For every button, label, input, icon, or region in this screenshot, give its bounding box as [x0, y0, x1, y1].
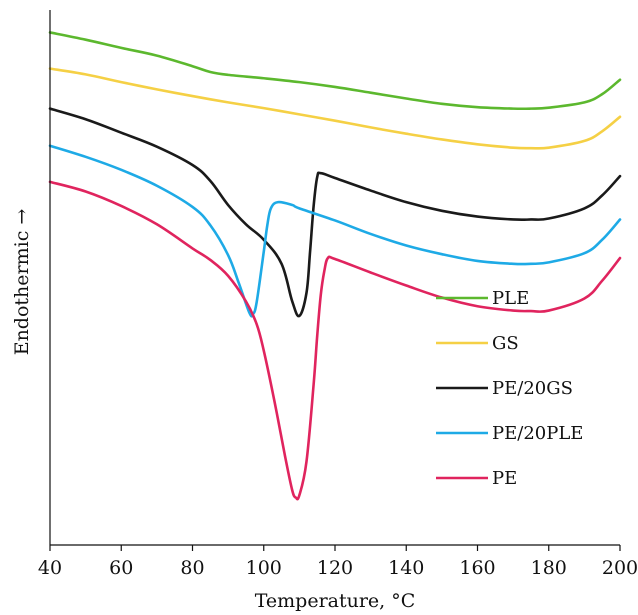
y-axis-label: Endothermic → [11, 209, 33, 356]
series-line-gs [48, 67, 622, 150]
x-tick-label: 160 [459, 557, 495, 579]
x-ticks: 40 60 80 100 120 140 160 180 200 [38, 545, 638, 579]
x-tick-label: 40 [38, 557, 62, 579]
x-tick-label: 200 [602, 557, 638, 579]
x-tick-label: 180 [531, 557, 567, 579]
series-line-pe-20ple [48, 144, 622, 318]
legend: PLE GS PE/20GS PE/20PLE PE [436, 288, 583, 489]
series-line-pe-20gs [48, 107, 622, 318]
legend-label-gs: GS [492, 333, 519, 354]
legend-label-pe-20gs: PE/20GS [492, 378, 573, 399]
plot-lines [48, 31, 622, 501]
legend-label-pe-20ple: PE/20PLE [492, 423, 583, 444]
legend-label-pe: PE [492, 468, 517, 489]
x-tick-label: 140 [388, 557, 424, 579]
x-axis-label: Temperature, °C [255, 590, 416, 612]
legend-label-ple: PLE [492, 288, 529, 309]
x-tick-label: 80 [180, 557, 204, 579]
x-tick-label: 120 [317, 557, 353, 579]
series-line-pe [48, 180, 622, 501]
x-tick-label: 100 [246, 557, 282, 579]
x-tick-label: 60 [109, 557, 133, 579]
series-line-ple [48, 31, 622, 111]
